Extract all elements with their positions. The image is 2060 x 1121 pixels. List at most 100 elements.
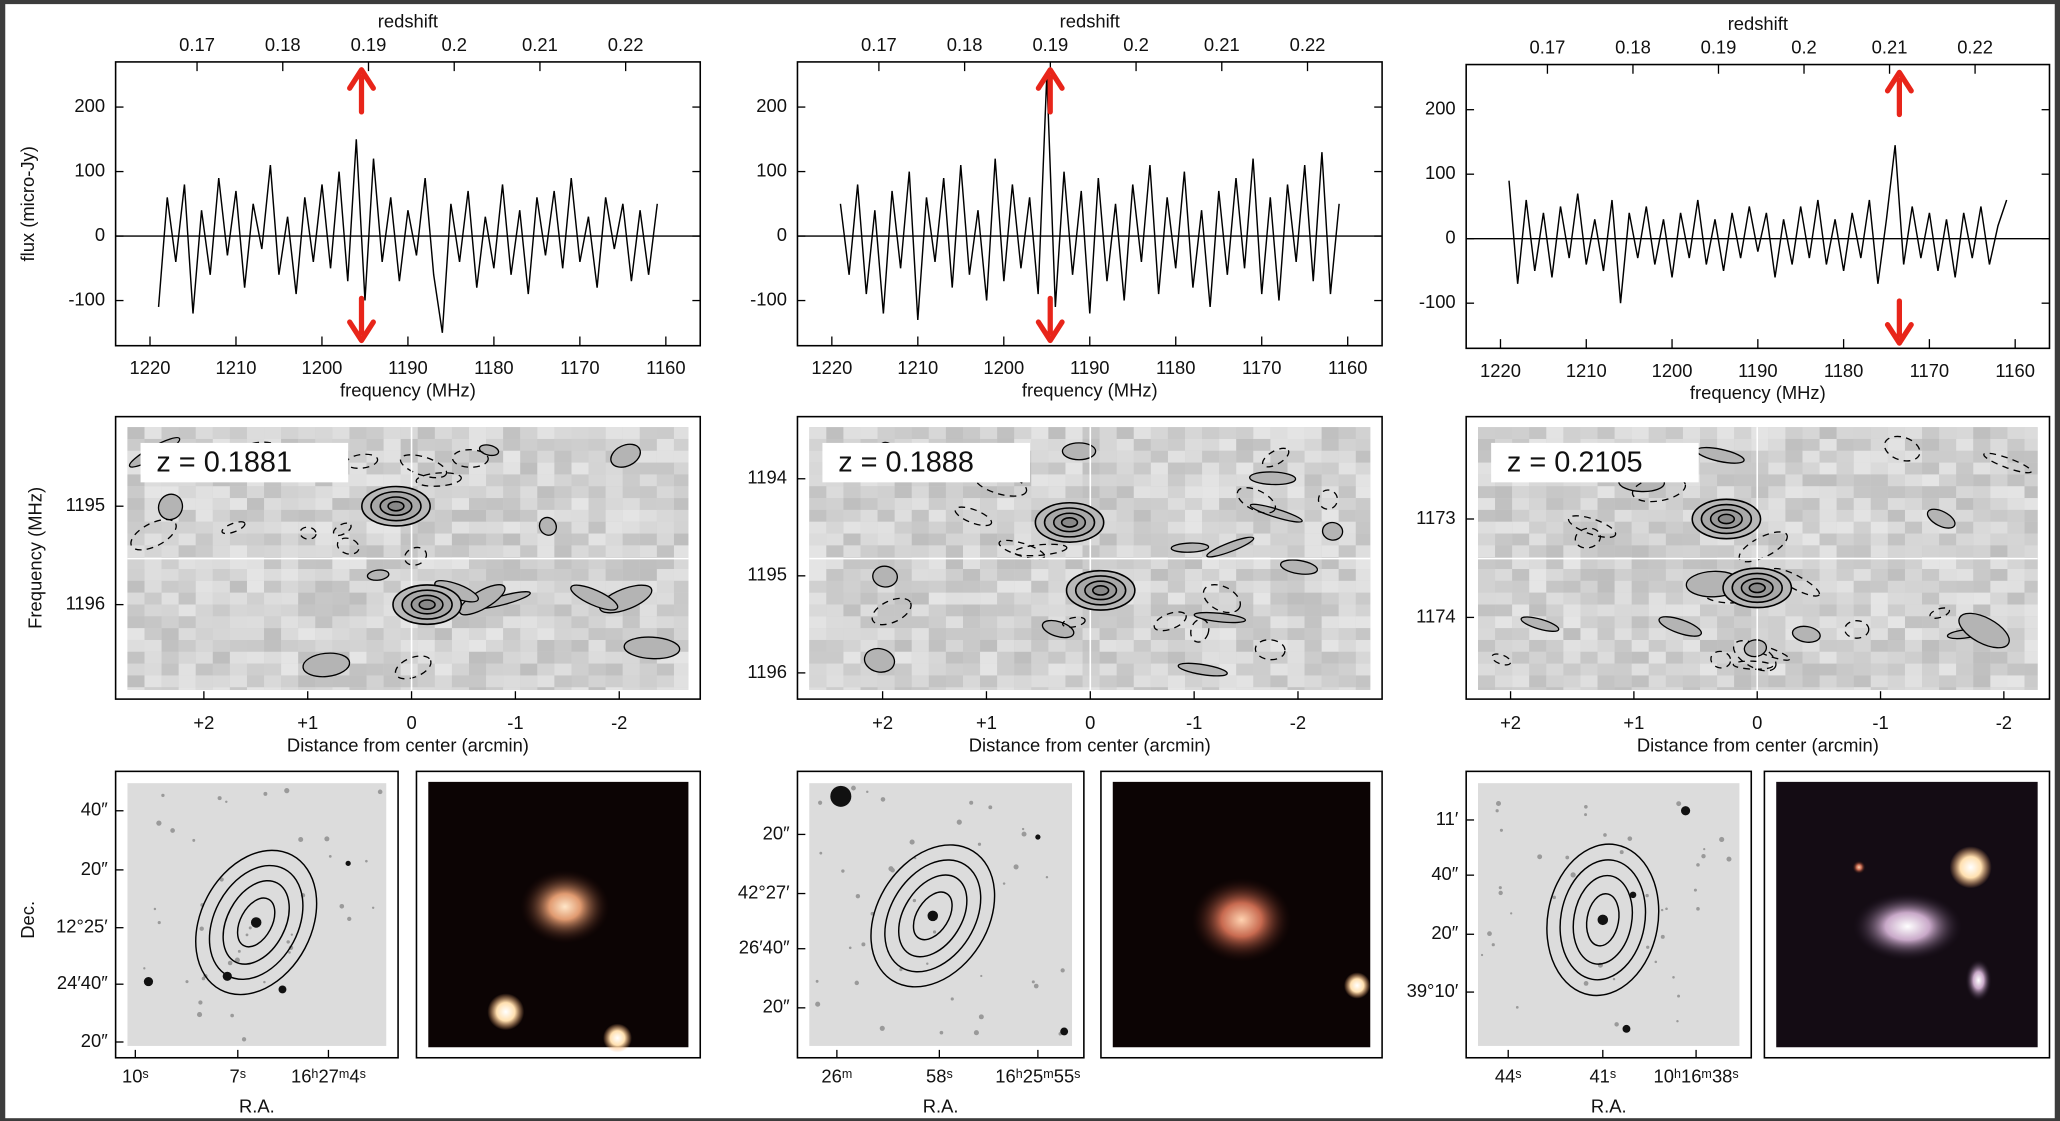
map-cell — [656, 474, 674, 487]
noise-contour — [1958, 612, 2010, 649]
map-cell — [1682, 639, 1701, 652]
map-cell — [469, 557, 487, 570]
map-cell — [1563, 509, 1581, 522]
map-cell — [417, 521, 435, 534]
map-cell — [1099, 462, 1117, 475]
map-cell — [1529, 569, 1547, 581]
map-cell — [809, 569, 827, 581]
x2-tick-label: 0.21 — [1872, 37, 1908, 58]
map-cell — [911, 639, 929, 652]
map-cell — [127, 592, 145, 605]
map-cell — [537, 616, 555, 629]
map-cell — [911, 628, 929, 640]
map-cell — [809, 509, 827, 522]
map-cell — [1785, 533, 1803, 546]
map-cell — [639, 675, 657, 688]
map-cell — [860, 687, 878, 690]
map-cell — [1270, 498, 1288, 510]
map-cell — [826, 675, 844, 688]
redshift-label: z = 0.1881 — [156, 447, 292, 479]
map-cell — [1048, 592, 1066, 605]
map-cell — [997, 427, 1015, 439]
map-cell — [332, 427, 350, 439]
map-cell — [1546, 533, 1564, 546]
map-cell — [1802, 498, 1820, 510]
map-cell — [127, 474, 145, 487]
y-tick-label: 100 — [1425, 162, 1456, 183]
map-cell — [1717, 628, 1735, 640]
map-cell — [1768, 521, 1786, 534]
map-cell — [554, 521, 572, 534]
map-cell — [605, 639, 623, 652]
map-cell — [1751, 498, 1769, 510]
map-cell — [298, 498, 316, 510]
redshift-label-box — [140, 442, 349, 483]
map-cell — [315, 569, 333, 581]
map-cell — [1785, 486, 1803, 499]
map-cell — [1338, 628, 1356, 640]
map-cell — [2007, 628, 2025, 640]
map-cell — [1648, 592, 1666, 605]
map-cell — [1236, 509, 1254, 522]
map-cell — [366, 474, 384, 487]
map-cell — [434, 639, 452, 652]
map-cell — [1580, 663, 1598, 676]
x-axis-title: R.A. — [923, 1096, 959, 1117]
map-cell — [383, 651, 401, 664]
noise-contour — [623, 636, 681, 660]
map-cell — [281, 533, 299, 546]
map-cell — [980, 569, 998, 581]
map-cell — [246, 616, 265, 629]
speck — [851, 785, 856, 791]
map-cell — [1785, 498, 1803, 510]
map-cell — [1014, 592, 1032, 605]
map-cell — [1682, 675, 1701, 688]
map-cell — [1597, 639, 1615, 652]
map-cell — [1819, 592, 1837, 605]
map-cell — [161, 569, 179, 581]
map-cell — [1477, 427, 1496, 439]
map-cell — [826, 427, 844, 439]
map-cell — [212, 569, 230, 581]
noise-contour — [1202, 584, 1242, 614]
map-cell — [1202, 450, 1220, 463]
map-cell — [877, 616, 895, 629]
map-cell — [554, 462, 572, 475]
map-cell — [1751, 675, 1769, 688]
map-cell — [1597, 545, 1615, 558]
x-tick-label: 58ˢ — [926, 1065, 953, 1086]
map-cell — [349, 533, 367, 546]
map-cell — [860, 521, 878, 534]
map-cell — [622, 604, 640, 617]
map-cell — [1355, 639, 1371, 652]
map-cell — [1870, 651, 1888, 664]
map-cell — [1304, 486, 1322, 499]
map-cell — [605, 580, 623, 593]
map-cell — [622, 616, 640, 629]
map-cell — [656, 663, 674, 676]
noise-contour — [872, 565, 898, 588]
map-cell — [503, 509, 521, 522]
map-cell — [161, 592, 179, 605]
map-cell — [1167, 675, 1186, 688]
map-cell — [229, 639, 247, 652]
map-cell — [400, 533, 418, 546]
map-cell — [298, 557, 316, 570]
map-cell — [1338, 427, 1356, 439]
map-cell — [315, 427, 333, 439]
speck — [1603, 833, 1607, 837]
map-cell — [962, 509, 981, 522]
map-cell — [1355, 616, 1371, 629]
map-cell — [2024, 450, 2038, 463]
map-cell — [1682, 533, 1701, 546]
map-cell — [144, 592, 162, 605]
map-cell — [1116, 557, 1134, 570]
map-cell — [1973, 509, 1991, 522]
map-cell — [229, 521, 247, 534]
map-cell — [622, 521, 640, 534]
map-cell — [2007, 498, 2025, 510]
speck — [1584, 813, 1588, 817]
map-cell — [928, 533, 946, 546]
map-cell — [911, 557, 929, 570]
map-cell — [349, 427, 367, 439]
